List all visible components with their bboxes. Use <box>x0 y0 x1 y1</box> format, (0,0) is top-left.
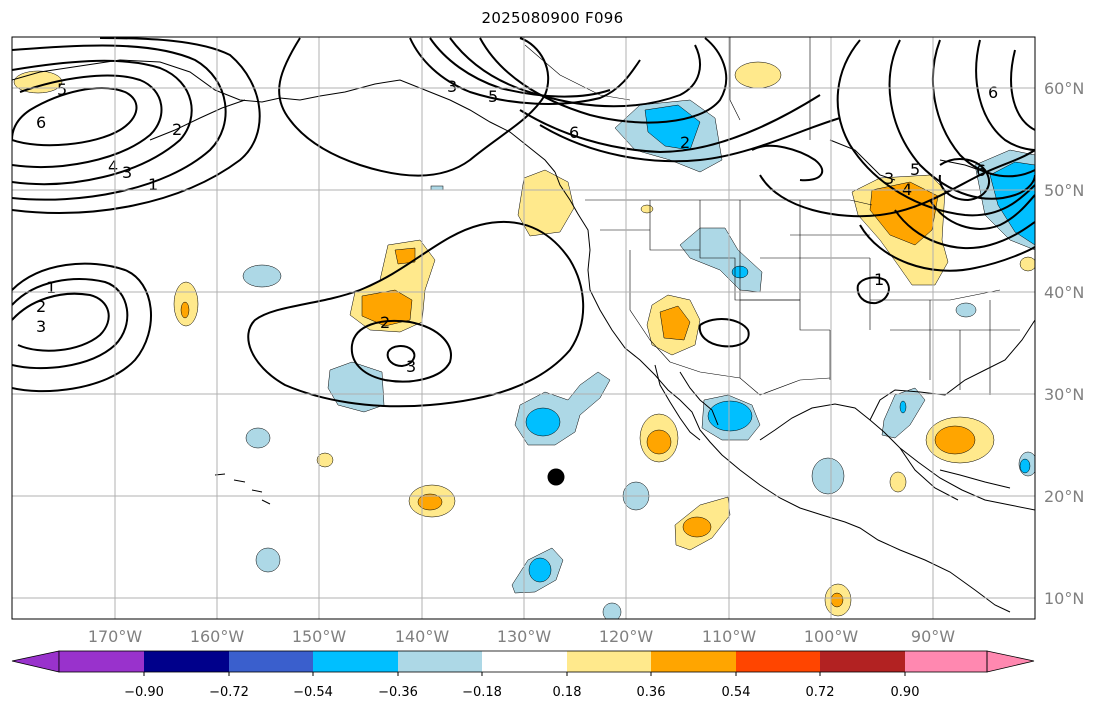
contour-label: 2 <box>172 120 182 139</box>
contour-label: 2 <box>680 133 690 152</box>
coastlines <box>12 59 1035 613</box>
colorbar-frame <box>58 650 988 673</box>
location-marker <box>547 468 565 486</box>
colorbar-swatch <box>820 651 905 672</box>
contour-label: 6 <box>569 123 579 142</box>
contour-label: 5 <box>488 87 498 106</box>
contour-label: 6 <box>36 113 46 132</box>
colorbar: −0.90 −0.72 −0.54 −0.36 −0.18 0.18 0.36 … <box>11 650 1035 700</box>
contour-label: 2 <box>36 297 46 316</box>
contour-label: 1 <box>874 270 884 289</box>
colorbar-tick-label: 0.36 <box>637 685 666 700</box>
colorbar-tick-label: 0.90 <box>891 685 920 700</box>
lon-label: 90°W <box>911 627 955 646</box>
lon-label: 160°W <box>190 627 245 646</box>
lat-label: 50°N <box>1044 181 1084 200</box>
contour-label: 3 <box>122 163 132 182</box>
contour-label: 5 <box>910 160 920 179</box>
colorbar-tick-label: −0.36 <box>378 685 418 700</box>
colorbar-swatch <box>567 651 651 672</box>
contour-label: 2 <box>380 313 390 332</box>
colorbar-swatch <box>651 651 736 672</box>
colorbar-tick-label: −0.18 <box>462 685 502 700</box>
lon-label: 140°W <box>395 627 450 646</box>
colorbar-tick-label: −0.54 <box>293 685 333 700</box>
contour-label: 3 <box>406 357 416 376</box>
shaded-regions <box>13 61 1035 619</box>
lon-label: 120°W <box>599 627 654 646</box>
colorbar-swatch <box>229 651 313 672</box>
colorbar-swatch <box>144 651 229 672</box>
contour-label: 1 <box>46 278 56 297</box>
colorbar-swatch <box>59 651 144 672</box>
colorbar-extend-low <box>11 650 60 673</box>
latitude-labels: 60°N 50°N 40°N 30°N 20°N 10°N <box>1044 79 1084 608</box>
lat-label: 20°N <box>1044 487 1084 506</box>
lat-label: 60°N <box>1044 79 1084 98</box>
colorbar-tick-label: 0.54 <box>722 685 751 700</box>
colorbar-tick-label: −0.90 <box>124 685 164 700</box>
lon-label: 150°W <box>292 627 347 646</box>
contour-label: 3 <box>36 317 46 336</box>
gridlines <box>12 37 1035 619</box>
contour-label: 3 <box>447 77 457 96</box>
colorbar-swatch <box>482 651 567 672</box>
lon-label: 170°W <box>88 627 143 646</box>
contour-label: 6 <box>976 161 986 180</box>
lat-label: 40°N <box>1044 283 1084 302</box>
lon-label: 110°W <box>702 627 757 646</box>
lon-label: 130°W <box>497 627 552 646</box>
lon-label: 100°W <box>804 627 859 646</box>
colorbar-tick-label: 0.18 <box>553 685 582 700</box>
map-title: 2025080900 F096 <box>481 9 624 27</box>
contour-label: 1 <box>148 175 158 194</box>
colorbar-swatch <box>736 651 820 672</box>
colorbar-tick-label: 0.72 <box>806 685 835 700</box>
map-panel: 5 6 2 3 4 1 1 2 3 2 3 3 5 6 2 6 5 4 3 6 <box>11 36 1036 620</box>
lat-label: 10°N <box>1044 589 1084 608</box>
contour-label: 3 <box>884 169 894 188</box>
colorbar-ticks <box>143 672 906 676</box>
colorbar-tick-label: −0.72 <box>209 685 249 700</box>
map-frame <box>11 36 1036 620</box>
colorbar-swatch <box>313 651 398 672</box>
contour-label: 4 <box>108 157 118 176</box>
contour-label: 5 <box>57 80 67 99</box>
longitude-labels: 170°W 160°W 150°W 140°W 130°W 120°W 110°… <box>88 627 955 646</box>
lat-label: 30°N <box>1044 385 1084 404</box>
contour-label: 6 <box>988 83 998 102</box>
colorbar-extend-high <box>986 650 1035 673</box>
colorbar-swatch <box>905 651 987 672</box>
colorbar-swatch <box>398 651 482 672</box>
